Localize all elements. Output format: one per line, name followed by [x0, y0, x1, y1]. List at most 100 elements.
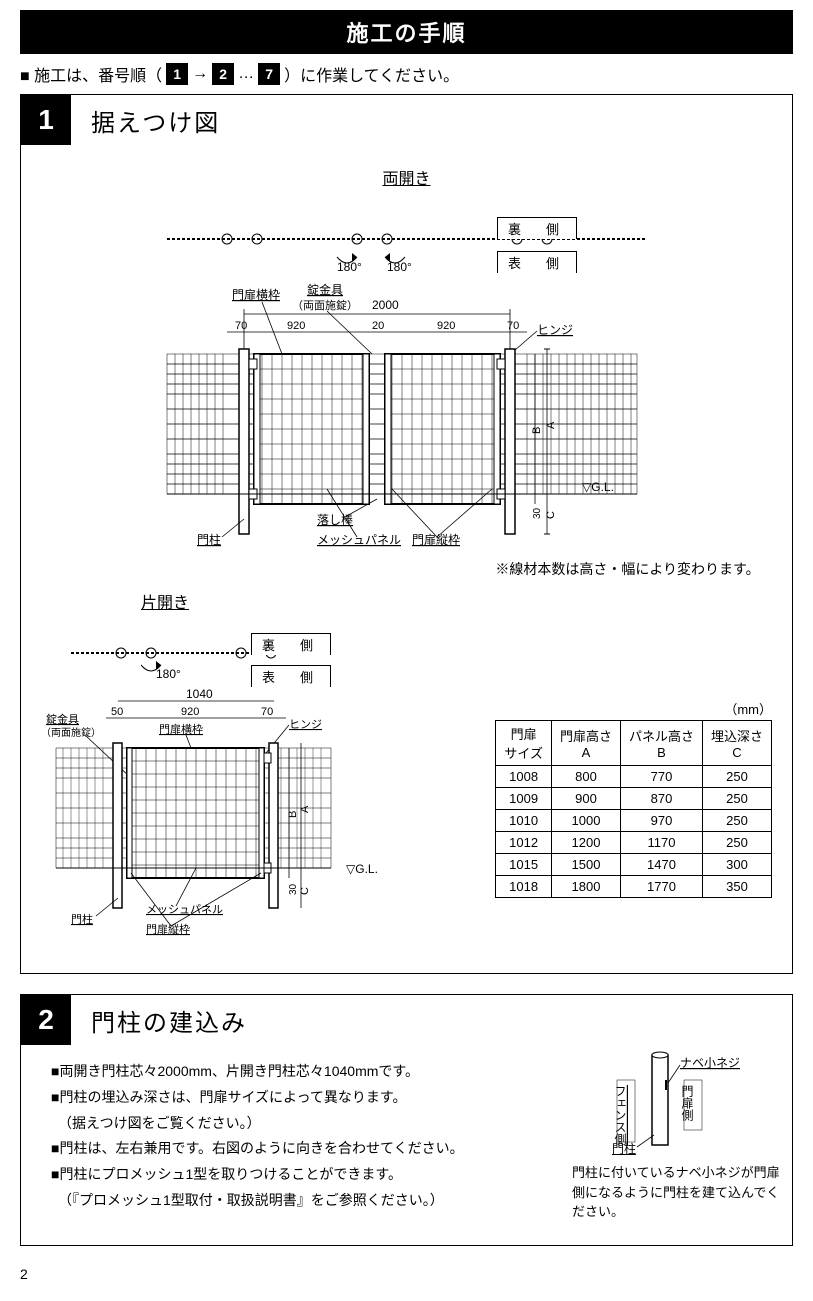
svg-text:メッシュパネル: メッシュパネル: [146, 903, 223, 916]
svg-text:錠金具: 錠金具: [46, 712, 79, 726]
step-badge-7: 7: [258, 63, 280, 85]
table-row: 1009900870250: [496, 788, 772, 810]
table-header: パネル高さB: [620, 721, 702, 766]
table-cell: 870: [620, 788, 702, 810]
table-row: 10101000970250: [496, 810, 772, 832]
table-cell: 1018: [496, 876, 552, 898]
svg-text:920: 920: [437, 320, 455, 332]
svg-text:ナベ小ネジ: ナベ小ネジ: [680, 1056, 740, 1070]
table-cell: 1015: [496, 854, 552, 876]
section-2-num: 2: [21, 995, 71, 1045]
table-cell: 250: [702, 832, 771, 854]
svg-text:C: C: [545, 511, 557, 519]
table-cell: 770: [620, 766, 702, 788]
table-cell: 1200: [551, 832, 620, 854]
svg-text:▽G.L.: ▽G.L.: [582, 480, 614, 494]
svg-text:30: 30: [288, 883, 299, 895]
table-cell: 250: [702, 810, 771, 832]
section-2-box: 2 門柱の建込み ■両開き門柱芯々2000mm、片開き門柱芯々1040mmです。…: [20, 994, 793, 1246]
svg-text:メッシュパネル: メッシュパネル: [317, 533, 401, 547]
svg-text:門柱: 門柱: [197, 532, 221, 547]
single-door-diagram: 裏 側 表 側 180° 1040 50 920 70 錠金具 （両面施錠） 門…: [41, 623, 411, 953]
section-1-num: 1: [21, 95, 71, 145]
table-row: 101818001770350: [496, 876, 772, 898]
arrow-1: →: [192, 65, 208, 83]
sd-back-label: 裏 側: [251, 633, 331, 655]
page-number: 2: [20, 1266, 793, 1282]
section-1-box: 1 据えつけ図 両開き 180° 180°: [20, 94, 793, 974]
table-cell: 1170: [620, 832, 702, 854]
table-cell: 1012: [496, 832, 552, 854]
section-2-header: 2 門柱の建込み: [21, 995, 792, 1045]
table-cell: 250: [702, 788, 771, 810]
svg-text:70: 70: [235, 320, 247, 332]
bullet-point: ■両開き門柱芯々2000mm、片開き門柱芯々1040mmです。: [51, 1060, 522, 1084]
table-row: 1008800770250: [496, 766, 772, 788]
svg-text:（両面施錠）: （両面施錠）: [292, 298, 358, 312]
svg-text:門扉横枠: 門扉横枠: [232, 288, 280, 302]
table-cell: 800: [551, 766, 620, 788]
svg-text:門扉縦枠: 門扉縦枠: [146, 922, 190, 936]
section-2-title: 門柱の建込み: [71, 1003, 247, 1038]
bullet-point: （『プロメッシュ1型取付・取扱説明書』をご参照ください。）: [51, 1189, 522, 1213]
svg-text:180°: 180°: [156, 667, 181, 681]
table-header: 門扉サイズ: [496, 721, 552, 766]
svg-text:（両面施錠）: （両面施錠）: [41, 726, 101, 739]
svg-text:B: B: [287, 811, 299, 818]
svg-text:門柱: 門柱: [71, 912, 93, 926]
double-door-diagram: 180° 180° 裏 側 表 側 門扉横枠 錠金具 （両面施錠） ヒンジ: [127, 199, 687, 569]
svg-text:20: 20: [372, 320, 384, 332]
pillar-orientation-diagram: ナベ小ネジ フェンス側 門扉側 門柱: [572, 1045, 772, 1155]
instruction-line: ■ 施工は、番号順（ 1 → 2 … 7 ）に作業してください。: [20, 62, 793, 86]
table-cell: 300: [702, 854, 771, 876]
svg-text:70: 70: [507, 320, 519, 332]
table-header: 埋込深さC: [702, 721, 771, 766]
table-row: 101515001470300: [496, 854, 772, 876]
svg-text:ヒンジ: ヒンジ: [537, 323, 573, 337]
svg-text:フェンス側: フェンス側: [613, 1085, 627, 1145]
table-cell: 350: [702, 876, 771, 898]
dots: …: [238, 65, 254, 83]
instruction-prefix: ■ 施工は、番号順（: [20, 62, 162, 86]
svg-text:門扉縦枠: 門扉縦枠: [412, 533, 460, 547]
svg-text:920: 920: [287, 320, 305, 332]
single-door-title: 片開き: [141, 589, 475, 613]
sd-front-label: 表 側: [251, 665, 331, 687]
table-cell: 900: [551, 788, 620, 810]
svg-text:門扉横枠: 門扉横枠: [159, 722, 203, 736]
svg-text:1040: 1040: [186, 687, 213, 701]
table-cell: 1010: [496, 810, 552, 832]
svg-text:錠金具: 錠金具: [307, 282, 343, 297]
table-cell: 1009: [496, 788, 552, 810]
svg-text:920: 920: [181, 706, 199, 718]
table-cell: 970: [620, 810, 702, 832]
section-1-header: 1 据えつけ図: [21, 95, 792, 145]
table-cell: 1470: [620, 854, 702, 876]
bullet-point: （据えつけ図をご覧ください。）: [51, 1112, 522, 1136]
svg-text:2000: 2000: [372, 298, 399, 312]
instruction-suffix: ）に作業してください。: [284, 62, 459, 86]
svg-text:30: 30: [532, 507, 543, 519]
step-badge-1: 1: [166, 63, 188, 85]
front-label: 表 側: [497, 251, 577, 273]
svg-text:A: A: [299, 805, 311, 813]
bullet-point: ■門柱は、左右兼用です。右図のように向きを合わせてください。: [51, 1137, 522, 1161]
pillar-note: 門柱に付いているナベ小ネジが門扉側になるように門柱を建て込んでください。: [572, 1163, 792, 1222]
table-header: 門扉高さA: [551, 721, 620, 766]
svg-text:ヒンジ: ヒンジ: [289, 718, 322, 731]
table-row: 101212001170250: [496, 832, 772, 854]
svg-text:門柱: 門柱: [612, 1141, 636, 1155]
svg-text:門扉側: 門扉側: [680, 1085, 694, 1121]
back-label: 裏 側: [497, 217, 577, 239]
svg-text:C: C: [299, 887, 311, 895]
single-door-row: 片開き 裏 側 表 側 180° 1040 50 920: [21, 589, 792, 958]
svg-text:▽G.L.: ▽G.L.: [346, 862, 378, 876]
bullet-point: ■門柱にプロメッシュ1型を取りつけることができます。: [51, 1163, 522, 1187]
section-2-bullets: ■両開き門柱芯々2000mm、片開き門柱芯々1040mmです。■門柱の埋込み深さ…: [21, 1045, 552, 1230]
table-cell: 1008: [496, 766, 552, 788]
table-cell: 1500: [551, 854, 620, 876]
table-cell: 250: [702, 766, 771, 788]
svg-text:70: 70: [261, 706, 273, 718]
table-cell: 1770: [620, 876, 702, 898]
svg-text:A: A: [545, 421, 557, 429]
